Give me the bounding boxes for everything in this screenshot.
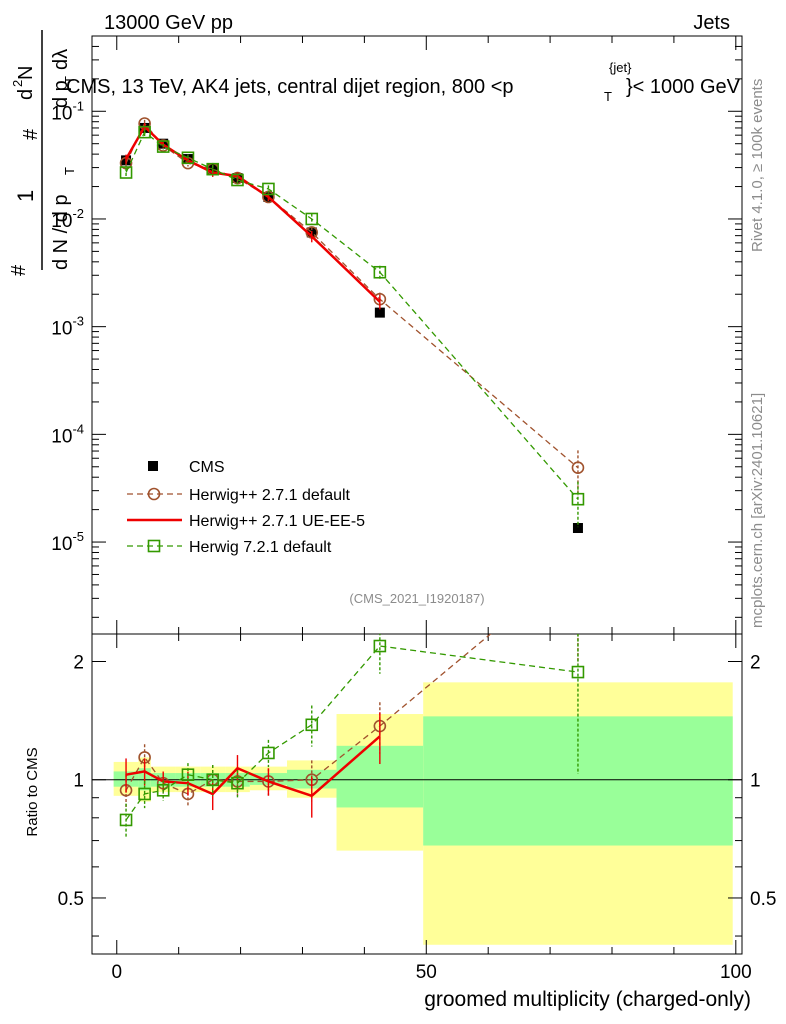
ratio-y-tick-label-right: 1 — [750, 771, 761, 792]
series-point — [571, 492, 585, 506]
series-marks — [119, 117, 585, 838]
series-point — [138, 125, 151, 139]
y-tick-label: 10-1 — [51, 98, 84, 124]
ylabel-dn-sub: T — [62, 167, 77, 175]
legend: CMS Herwig++ 2.7.1 default Herwig++ 2.7.1 … — [127, 459, 365, 556]
legend-item: Herwig++ 2.7.1 default — [127, 487, 351, 504]
series-line — [125, 131, 579, 500]
title-subscript: T — [604, 89, 612, 104]
ratio-uncertainty-bands — [92, 682, 742, 945]
ylabel-hash-top: # — [20, 128, 42, 140]
x-tick-label: 50 — [416, 962, 437, 983]
ratio-plot-frame — [91, 633, 743, 955]
ylabel-hash-bottom: # — [8, 264, 30, 276]
legend-label: Herwig++ 2.7.1 UE-EE-5 — [189, 513, 365, 530]
y-axis-label: 1 # d N / d p T # d 2 N d p T dλ — [8, 30, 77, 276]
ratio-y-axis-label: Ratio to CMS — [24, 747, 41, 836]
title-superscript: {jet} — [609, 60, 632, 75]
ylabel-den: d p — [50, 80, 72, 108]
series-point — [572, 523, 583, 534]
ylabel-one: 1 — [13, 190, 38, 202]
x-tick-label: 100 — [720, 962, 752, 983]
ratio-y-tick-label-right: 2 — [750, 653, 761, 674]
series-2 — [124, 123, 381, 818]
mcplots-reference-label: mcplots.cern.ch [arXiv:2401.10621] — [749, 393, 766, 628]
legend-marker — [147, 487, 161, 501]
legend-label: CMS — [189, 459, 225, 476]
ylabel-num-d: d — [15, 89, 37, 100]
ratio-y-tick-label-left: 1 — [73, 771, 84, 792]
analysis-tag: (CMS_2021_I1920187) — [349, 591, 484, 606]
ylabel-num-n: N — [15, 66, 37, 80]
legend-item: Herwig 7.2.1 default — [127, 539, 332, 556]
legend-marker — [148, 461, 158, 471]
series-point — [206, 162, 220, 176]
axes-ticks: 0 50 100 10-5 10-4 10-3 10-2 10-1 0.5 0.5 1 1 2 2 — [51, 35, 776, 983]
ratio-band-inner — [423, 716, 733, 846]
series-point — [231, 173, 244, 187]
legend-marker — [147, 539, 161, 553]
series-3 — [119, 125, 585, 838]
series-point — [262, 182, 275, 196]
ratio-y-tick-label-left: 0.5 — [58, 889, 84, 910]
legend-label: Herwig 7.2.1 default — [189, 539, 332, 556]
ratio-point — [572, 556, 583, 567]
ratio-point — [373, 639, 387, 653]
series-point — [156, 140, 170, 153]
ylabel-den-sub: T — [62, 76, 77, 84]
ratio-line — [125, 634, 492, 795]
y-tick-label: 10-4 — [51, 421, 84, 447]
rivet-version-label: Rivet 4.1.0, ≥ 100k events — [749, 79, 766, 252]
header-energy-label: 13000 GeV pp — [104, 12, 233, 34]
x-tick-label: 0 — [111, 962, 122, 983]
legend-item: Herwig++ 2.7.1 UE-EE-5 — [127, 513, 365, 530]
ratio-line — [125, 645, 579, 821]
ylabel-dn: d N / d p — [50, 194, 72, 270]
ratio-y-tick-label-right: 0.5 — [750, 889, 776, 910]
ratio-point — [571, 665, 585, 679]
ratio-y-tick-label-left: 2 — [73, 653, 84, 674]
plot-title: CMS, 13 TeV, AK4 jets, central dijet reg… — [66, 60, 741, 104]
ratio-point — [181, 768, 195, 781]
ratio-point — [231, 776, 244, 790]
ylabel-den-tail: dλ — [50, 49, 72, 70]
series-point — [119, 166, 133, 179]
title-main: CMS, 13 TeV, AK4 jets, central dijet reg… — [66, 76, 514, 98]
x-axis-label: groomed multiplicity (charged-only) — [424, 988, 751, 1011]
y-tick-label: 10-3 — [51, 314, 84, 340]
ratio-point — [156, 783, 170, 797]
series-line — [124, 124, 381, 303]
legend-item: CMS — [148, 459, 225, 476]
series-line — [125, 122, 579, 469]
ratio-series — [119, 634, 585, 838]
series-point — [305, 212, 319, 226]
title-tail: }< 1000 GeV — [626, 76, 741, 98]
ratio-point — [138, 787, 151, 801]
y-tick-label: 10-5 — [51, 529, 84, 555]
y-tick-label: 10-2 — [51, 206, 84, 232]
header-jets-label: Jets — [693, 12, 730, 34]
ratio-point — [262, 746, 275, 760]
ylabel-num-sup: 2 — [10, 80, 25, 87]
ratio-point — [206, 773, 220, 787]
ratio-point — [305, 718, 319, 732]
series-point — [374, 307, 385, 318]
ratio-point — [119, 813, 133, 827]
series-point — [373, 265, 387, 279]
series-point — [571, 461, 585, 475]
legend-label: Herwig++ 2.7.1 default — [189, 487, 351, 504]
series-point — [181, 151, 195, 165]
